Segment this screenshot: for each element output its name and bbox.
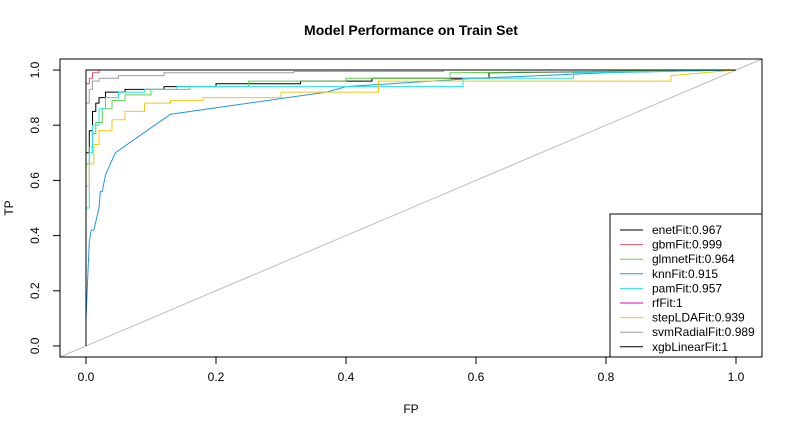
- y-tick-label: 1.0: [28, 61, 42, 78]
- y-tick-label: 0.4: [28, 227, 42, 244]
- legend-label: gbmFit:0.999: [652, 238, 722, 252]
- x-tick-label: 0.0: [78, 370, 95, 384]
- legend: enetFit:0.967gbmFit:0.999glmnetFit:0.964…: [609, 213, 763, 358]
- y-tick-label: 0.8: [28, 117, 42, 134]
- legend-label: glmnetFit:0.964: [652, 252, 735, 266]
- chart-title: Model Performance on Train Set: [304, 22, 518, 38]
- y-axis: 0.0 0.2 0.4 0.6 0.8 1.0: [28, 61, 61, 354]
- series-layer: [85, 69, 737, 346]
- x-axis-label: FP: [403, 402, 418, 416]
- legend-label: xgbLinearFit:1: [652, 340, 728, 354]
- series-line-6: [85, 69, 737, 346]
- x-tick-label: 0.8: [598, 370, 615, 384]
- legend-label: stepLDAFit:0.939: [652, 311, 745, 325]
- reference-diagonal: [59, 58, 763, 358]
- legend-label: knnFit:0.915: [652, 267, 718, 281]
- y-tick-label: 0.6: [28, 172, 42, 189]
- y-tick-label: 0.2: [28, 282, 42, 299]
- series-line-8: [85, 69, 736, 346]
- x-tick-label: 0.2: [208, 370, 225, 384]
- legend-label: enetFit:0.967: [652, 223, 722, 237]
- legend-box: [609, 213, 763, 358]
- legend-label: rfFit:1: [652, 296, 683, 310]
- y-axis-label: TP: [2, 200, 16, 215]
- x-tick-label: 0.6: [468, 370, 485, 384]
- series-line-1: [85, 69, 736, 346]
- x-tick-label: 0.4: [338, 370, 355, 384]
- x-axis: 0.0 0.2 0.4 0.6 0.8 1.0: [78, 356, 745, 384]
- legend-label: pamFit:0.957: [652, 281, 722, 295]
- y-tick-label: 0.0: [28, 337, 42, 354]
- series-line-7: [85, 69, 736, 346]
- x-tick-label: 1.0: [728, 370, 745, 384]
- legend-label: svmRadialFit:0.989: [652, 325, 755, 339]
